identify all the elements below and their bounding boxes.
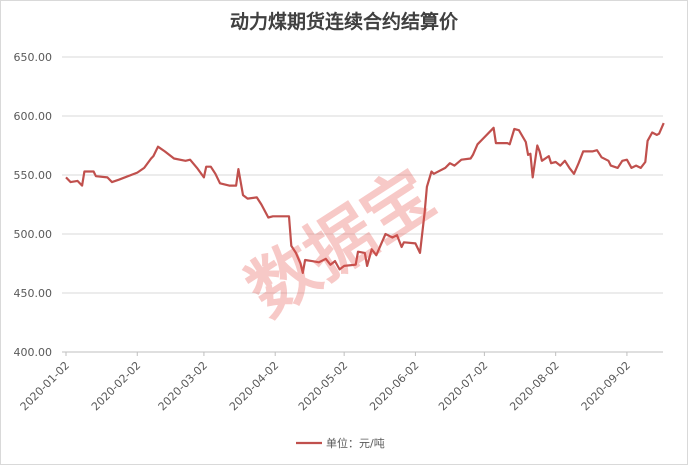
y-tick-label: 400.00 [14, 346, 53, 359]
data-line [65, 122, 665, 274]
y-tick-label: 500.00 [14, 228, 53, 241]
y-tick-label: 550.00 [14, 169, 53, 182]
y-tick-label: 600.00 [14, 110, 53, 123]
chart-title: 动力煤期货连续合约结算价 [230, 10, 459, 33]
y-tick-label: 650.00 [14, 51, 53, 64]
legend-label: 单位：元/吨 [326, 436, 385, 450]
y-tick-label: 450.00 [14, 287, 53, 300]
